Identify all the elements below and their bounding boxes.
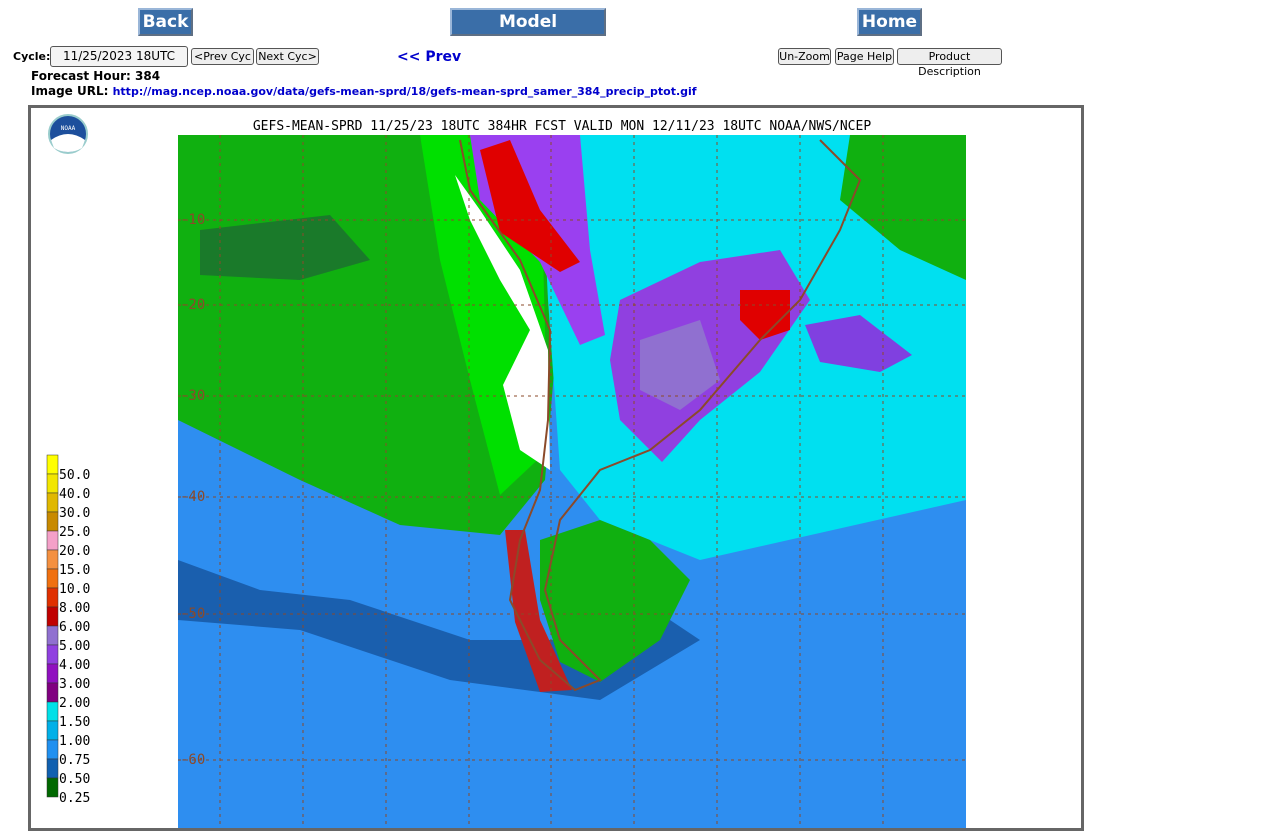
lat-label: -50 xyxy=(180,606,205,622)
legend-swatch xyxy=(46,720,59,741)
legend-label: 4.00 xyxy=(59,658,90,673)
legend-label: 30.0 xyxy=(59,506,90,521)
legend-label: 0.50 xyxy=(59,772,90,787)
image-url-label: Image URL: xyxy=(31,84,109,98)
next-cycle-button[interactable]: Next Cyc> xyxy=(256,48,319,65)
shade xyxy=(805,315,912,372)
prev-cycle-button[interactable]: <Prev Cyc xyxy=(191,48,254,65)
cycle-label: Cycle: xyxy=(13,50,51,63)
legend-swatch xyxy=(46,568,59,589)
legend-label: 0.25 xyxy=(59,791,90,806)
cycle-select[interactable]: 11/25/2023 18UTC xyxy=(50,46,188,67)
product-description-button[interactable]: Product Description xyxy=(897,48,1002,78)
legend-swatch xyxy=(46,739,59,760)
legend-swatch xyxy=(46,530,59,551)
legend-label: 1.00 xyxy=(59,734,90,749)
shade xyxy=(640,320,720,410)
legend-label: 25.0 xyxy=(59,525,90,540)
legend-swatch xyxy=(46,473,59,494)
page: Back Model Guidance Home Cycle: 11/25/20… xyxy=(13,8,1084,832)
legend-swatch xyxy=(46,587,59,608)
legend-label: 0.75 xyxy=(59,753,90,768)
shade xyxy=(505,530,572,692)
legend-label: 1.50 xyxy=(59,715,90,730)
shade xyxy=(455,175,550,470)
lat-label: -40 xyxy=(180,489,205,505)
legend-label: 50.0 xyxy=(59,468,90,483)
forecast-hour-value: 384 xyxy=(135,69,161,83)
legend-label: 20.0 xyxy=(59,544,90,559)
legend-label: 3.00 xyxy=(59,677,90,692)
shade xyxy=(200,215,370,280)
legend-label: 8.00 xyxy=(59,601,90,616)
shade xyxy=(740,290,790,340)
back-button[interactable]: Back xyxy=(138,8,193,36)
legend-label: 5.00 xyxy=(59,639,90,654)
legend-swatch xyxy=(46,625,59,646)
legend-label: 15.0 xyxy=(59,563,90,578)
legend-swatch xyxy=(46,682,59,703)
legend-swatch xyxy=(46,701,59,722)
map: -10 -20 -30 -40 -50 -60 GEFS-MEAN-SPRD 11/25/2… xyxy=(46,114,966,832)
prev-link[interactable]: << Prev xyxy=(397,49,462,65)
legend-swatch xyxy=(46,454,59,475)
legend-swatch xyxy=(46,644,59,665)
noaa-logo-wave xyxy=(51,134,85,152)
legend-swatch xyxy=(46,758,59,779)
shade xyxy=(540,520,690,682)
lat-label: -30 xyxy=(180,388,205,404)
lat-label: -20 xyxy=(180,297,205,313)
model-guidance-button[interactable]: Model Guidance xyxy=(450,8,606,56)
legend-label: 6.00 xyxy=(59,620,90,635)
coastline xyxy=(459,139,862,692)
forecast-hour-label: Forecast Hour: xyxy=(31,69,131,83)
legend-swatch xyxy=(46,663,59,684)
legend-swatch xyxy=(46,606,59,627)
shade xyxy=(480,140,580,272)
forecast-hour: Forecast Hour: 384 xyxy=(31,69,160,83)
map-frame: -10 -20 -30 -40 -50 -60 GEFS-MEAN-SPRD 11/25/2… xyxy=(28,105,1084,832)
legend-label: 40.0 xyxy=(59,487,90,502)
legend-swatch xyxy=(46,777,59,798)
unzoom-button[interactable]: Un-Zoom xyxy=(778,48,831,65)
lat-label: -10 xyxy=(180,212,205,228)
shade xyxy=(840,135,966,280)
home-button[interactable]: Home xyxy=(857,8,922,36)
legend-label: 2.00 xyxy=(59,696,90,711)
lat-label: -60 xyxy=(180,752,205,768)
legend-swatch xyxy=(46,549,59,570)
legend-swatch xyxy=(46,492,59,513)
page-help-button[interactable]: Page Help xyxy=(835,48,894,65)
image-url-link[interactable]: http://mag.ncep.noaa.gov/data/gefs-mean-… xyxy=(112,85,697,98)
image-url: Image URL: http://mag.ncep.noaa.gov/data… xyxy=(31,84,697,98)
legend-label: 10.0 xyxy=(59,582,90,597)
legend-swatch xyxy=(46,511,59,532)
map-title: GEFS-MEAN-SPRD 11/25/23 18UTC 384HR FCST… xyxy=(253,119,871,134)
noaa-logo-text: NOAA xyxy=(61,125,76,132)
